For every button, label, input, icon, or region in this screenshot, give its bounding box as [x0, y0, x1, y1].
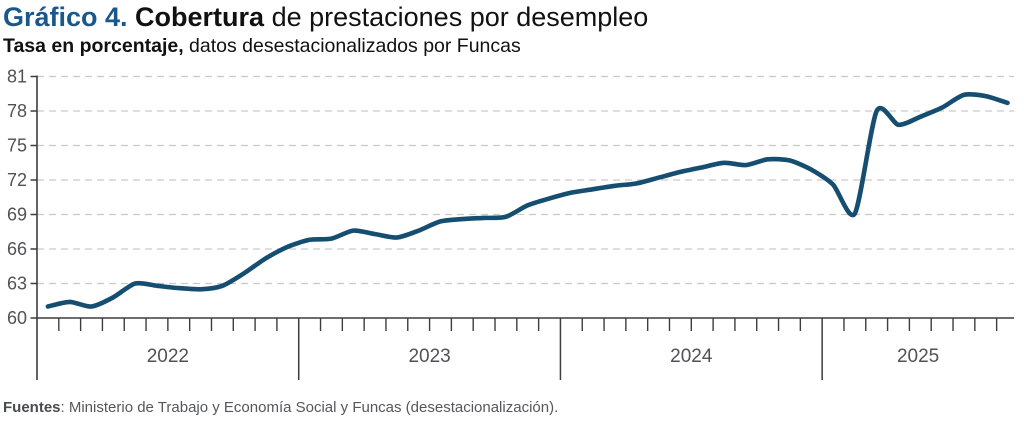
chart-title-keyword: Cobertura [135, 2, 272, 32]
sources-label: Fuentes [3, 399, 61, 416]
x-year-label: 2022 [147, 346, 189, 367]
sources-note: Fuentes: Ministerio de Trabajo y Economí… [3, 399, 558, 416]
y-tick-label: 66 [7, 239, 27, 259]
y-tick-label: 75 [7, 136, 27, 156]
y-tick-label: 60 [7, 308, 27, 328]
x-year-label: 2024 [670, 346, 713, 367]
chart-title: Gráfico 4. Cobertura de prestaciones por… [3, 2, 648, 33]
chart-title-rest: de prestaciones por desempleo [271, 2, 649, 32]
y-tick-label: 63 [7, 274, 27, 294]
x-year-label: 2025 [897, 346, 939, 367]
y-tick-label: 78 [7, 101, 27, 121]
chart-header: Gráfico 4. Cobertura de prestaciones por… [3, 2, 648, 58]
y-tick-label: 72 [7, 170, 27, 190]
y-tick-label: 81 [7, 67, 27, 87]
chart-subtitle-bold: Tasa en porcentaje, [3, 35, 190, 57]
y-tick-label: 69 [7, 205, 27, 225]
chart-subtitle-rest: datos desestacionalizados por Funcas [189, 35, 521, 57]
chart-number: Gráfico 4. [3, 2, 136, 32]
coverage-rate-line [45, 92, 1010, 309]
sources-text: : Ministerio de Trabajo y Economía Socia… [60, 399, 559, 416]
chart-subtitle: Tasa en porcentaje, datos desestacionali… [3, 34, 648, 58]
x-year-label: 2023 [408, 346, 450, 367]
